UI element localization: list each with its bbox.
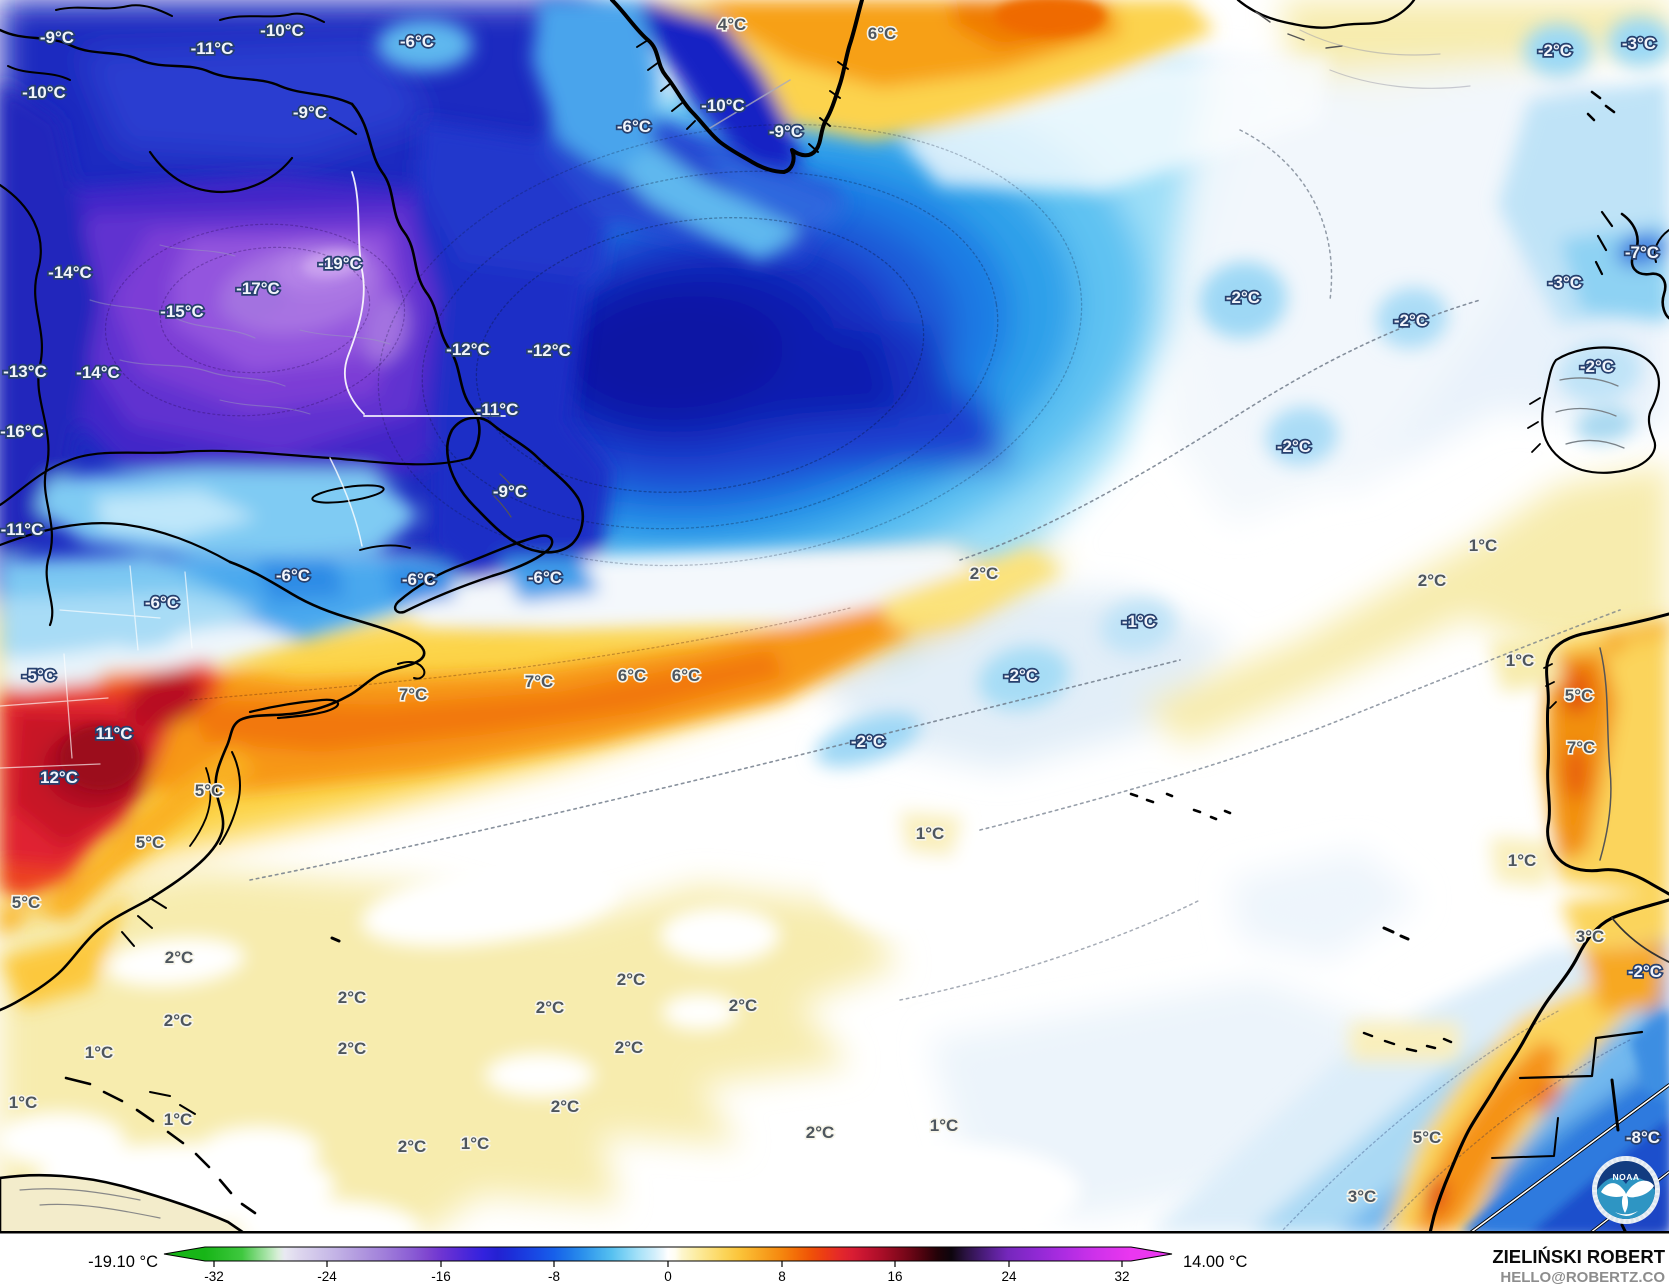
svg-text:-6°C: -6°C bbox=[528, 568, 562, 587]
svg-text:2°C: 2°C bbox=[338, 988, 367, 1007]
svg-text:-13°C: -13°C bbox=[3, 362, 47, 381]
svg-text:-16°C: -16°C bbox=[0, 422, 44, 441]
svg-text:-3°C: -3°C bbox=[1548, 273, 1582, 292]
svg-text:-6°C: -6°C bbox=[617, 117, 651, 136]
svg-text:2°C: 2°C bbox=[615, 1038, 644, 1057]
svg-text:-8: -8 bbox=[548, 1269, 560, 1284]
svg-text:-2°C: -2°C bbox=[1538, 41, 1572, 60]
svg-text:-17°C: -17°C bbox=[236, 279, 280, 298]
svg-text:ZIELIŃSKI ROBERT: ZIELIŃSKI ROBERT bbox=[1492, 1246, 1665, 1267]
svg-text:2°C: 2°C bbox=[806, 1123, 835, 1142]
svg-text:1°C: 1°C bbox=[164, 1110, 193, 1129]
svg-text:5°C: 5°C bbox=[195, 781, 224, 800]
svg-text:-1°C: -1°C bbox=[1122, 612, 1156, 631]
svg-text:3°C: 3°C bbox=[1348, 1187, 1377, 1206]
svg-text:-32: -32 bbox=[204, 1269, 224, 1284]
svg-text:-19°C: -19°C bbox=[318, 254, 362, 273]
svg-text:-9°C: -9°C bbox=[293, 103, 327, 122]
svg-text:7°C: 7°C bbox=[399, 685, 428, 704]
svg-text:1°C: 1°C bbox=[1469, 536, 1498, 555]
svg-text:7°C: 7°C bbox=[525, 672, 554, 691]
svg-text:5°C: 5°C bbox=[1413, 1128, 1442, 1147]
svg-text:6°C: 6°C bbox=[672, 666, 701, 685]
svg-text:-15°C: -15°C bbox=[160, 302, 204, 321]
svg-text:2°C: 2°C bbox=[398, 1137, 427, 1156]
svg-text:6°C: 6°C bbox=[618, 666, 647, 685]
svg-text:0: 0 bbox=[664, 1269, 672, 1284]
svg-text:-14°C: -14°C bbox=[76, 363, 120, 382]
svg-text:2°C: 2°C bbox=[970, 564, 999, 583]
svg-text:-2°C: -2°C bbox=[1277, 437, 1311, 456]
svg-text:6°C: 6°C bbox=[868, 24, 897, 43]
svg-text:-24: -24 bbox=[317, 1269, 337, 1284]
svg-text:1°C: 1°C bbox=[9, 1093, 38, 1112]
svg-text:2°C: 2°C bbox=[165, 948, 194, 967]
svg-text:5°C: 5°C bbox=[1565, 686, 1594, 705]
svg-text:-3°C: -3°C bbox=[1622, 34, 1656, 53]
svg-text:2°C: 2°C bbox=[1418, 571, 1447, 590]
svg-text:12°C: 12°C bbox=[40, 768, 78, 787]
svg-text:2°C: 2°C bbox=[164, 1011, 193, 1030]
svg-text:1°C: 1°C bbox=[1508, 851, 1537, 870]
svg-text:11°C: 11°C bbox=[95, 724, 132, 743]
svg-text:5°C: 5°C bbox=[136, 833, 165, 852]
svg-text:-2°C: -2°C bbox=[1628, 962, 1662, 981]
svg-text:-8°C: -8°C bbox=[1626, 1128, 1660, 1147]
svg-text:-16: -16 bbox=[431, 1269, 451, 1284]
svg-text:-9°C: -9°C bbox=[40, 28, 74, 47]
svg-text:-12°C: -12°C bbox=[527, 341, 571, 360]
svg-text:2°C: 2°C bbox=[536, 998, 565, 1017]
svg-text:-10°C: -10°C bbox=[701, 96, 745, 115]
svg-text:-11°C: -11°C bbox=[476, 400, 519, 419]
svg-text:1°C: 1°C bbox=[1506, 651, 1535, 670]
svg-text:4°C: 4°C bbox=[718, 15, 747, 34]
svg-text:1°C: 1°C bbox=[85, 1043, 114, 1062]
svg-text:2°C: 2°C bbox=[551, 1097, 580, 1116]
svg-text:1°C: 1°C bbox=[461, 1134, 490, 1153]
svg-text:-2°C: -2°C bbox=[851, 732, 885, 751]
svg-text:2°C: 2°C bbox=[338, 1039, 367, 1058]
svg-text:-2°C: -2°C bbox=[1394, 311, 1428, 330]
svg-text:-2°C: -2°C bbox=[1580, 357, 1614, 376]
svg-text:-7°C: -7°C bbox=[1625, 243, 1659, 262]
svg-text:8: 8 bbox=[778, 1269, 786, 1284]
svg-text:-6°C: -6°C bbox=[402, 570, 436, 589]
svg-text:HELLO@ROBERTZ.CO: HELLO@ROBERTZ.CO bbox=[1500, 1269, 1665, 1286]
svg-text:-5°C: -5°C bbox=[22, 666, 56, 685]
svg-text:-19.10 °C: -19.10 °C bbox=[88, 1253, 158, 1271]
svg-text:-10°C: -10°C bbox=[260, 21, 304, 40]
svg-text:1°C: 1°C bbox=[916, 824, 945, 843]
svg-text:-6°C: -6°C bbox=[400, 32, 434, 51]
svg-text:3°C: 3°C bbox=[1576, 927, 1605, 946]
svg-text:-14°C: -14°C bbox=[48, 263, 92, 282]
svg-text:NOAA: NOAA bbox=[1612, 1172, 1639, 1182]
svg-text:-2°C: -2°C bbox=[1004, 666, 1038, 685]
svg-text:-6°C: -6°C bbox=[145, 593, 179, 612]
svg-text:-12°C: -12°C bbox=[446, 340, 490, 359]
svg-text:-9°C: -9°C bbox=[493, 482, 527, 501]
svg-text:24: 24 bbox=[1001, 1269, 1017, 1284]
svg-text:32: 32 bbox=[1114, 1269, 1129, 1284]
svg-text:-2°C: -2°C bbox=[1226, 288, 1260, 307]
svg-text:2°C: 2°C bbox=[729, 996, 758, 1015]
svg-text:-6°C: -6°C bbox=[276, 566, 310, 585]
svg-text:16: 16 bbox=[887, 1269, 902, 1284]
svg-text:2°C: 2°C bbox=[617, 970, 646, 989]
svg-text:7°C: 7°C bbox=[1567, 738, 1596, 757]
svg-text:1°C: 1°C bbox=[930, 1116, 959, 1135]
svg-text:5°C: 5°C bbox=[12, 893, 41, 912]
svg-text:14.00 °C: 14.00 °C bbox=[1183, 1253, 1247, 1271]
svg-text:-10°C: -10°C bbox=[22, 83, 66, 102]
svg-text:-11°C: -11°C bbox=[191, 39, 234, 58]
svg-text:-9°C: -9°C bbox=[769, 122, 803, 141]
svg-text:-11°C: -11°C bbox=[1, 520, 44, 539]
